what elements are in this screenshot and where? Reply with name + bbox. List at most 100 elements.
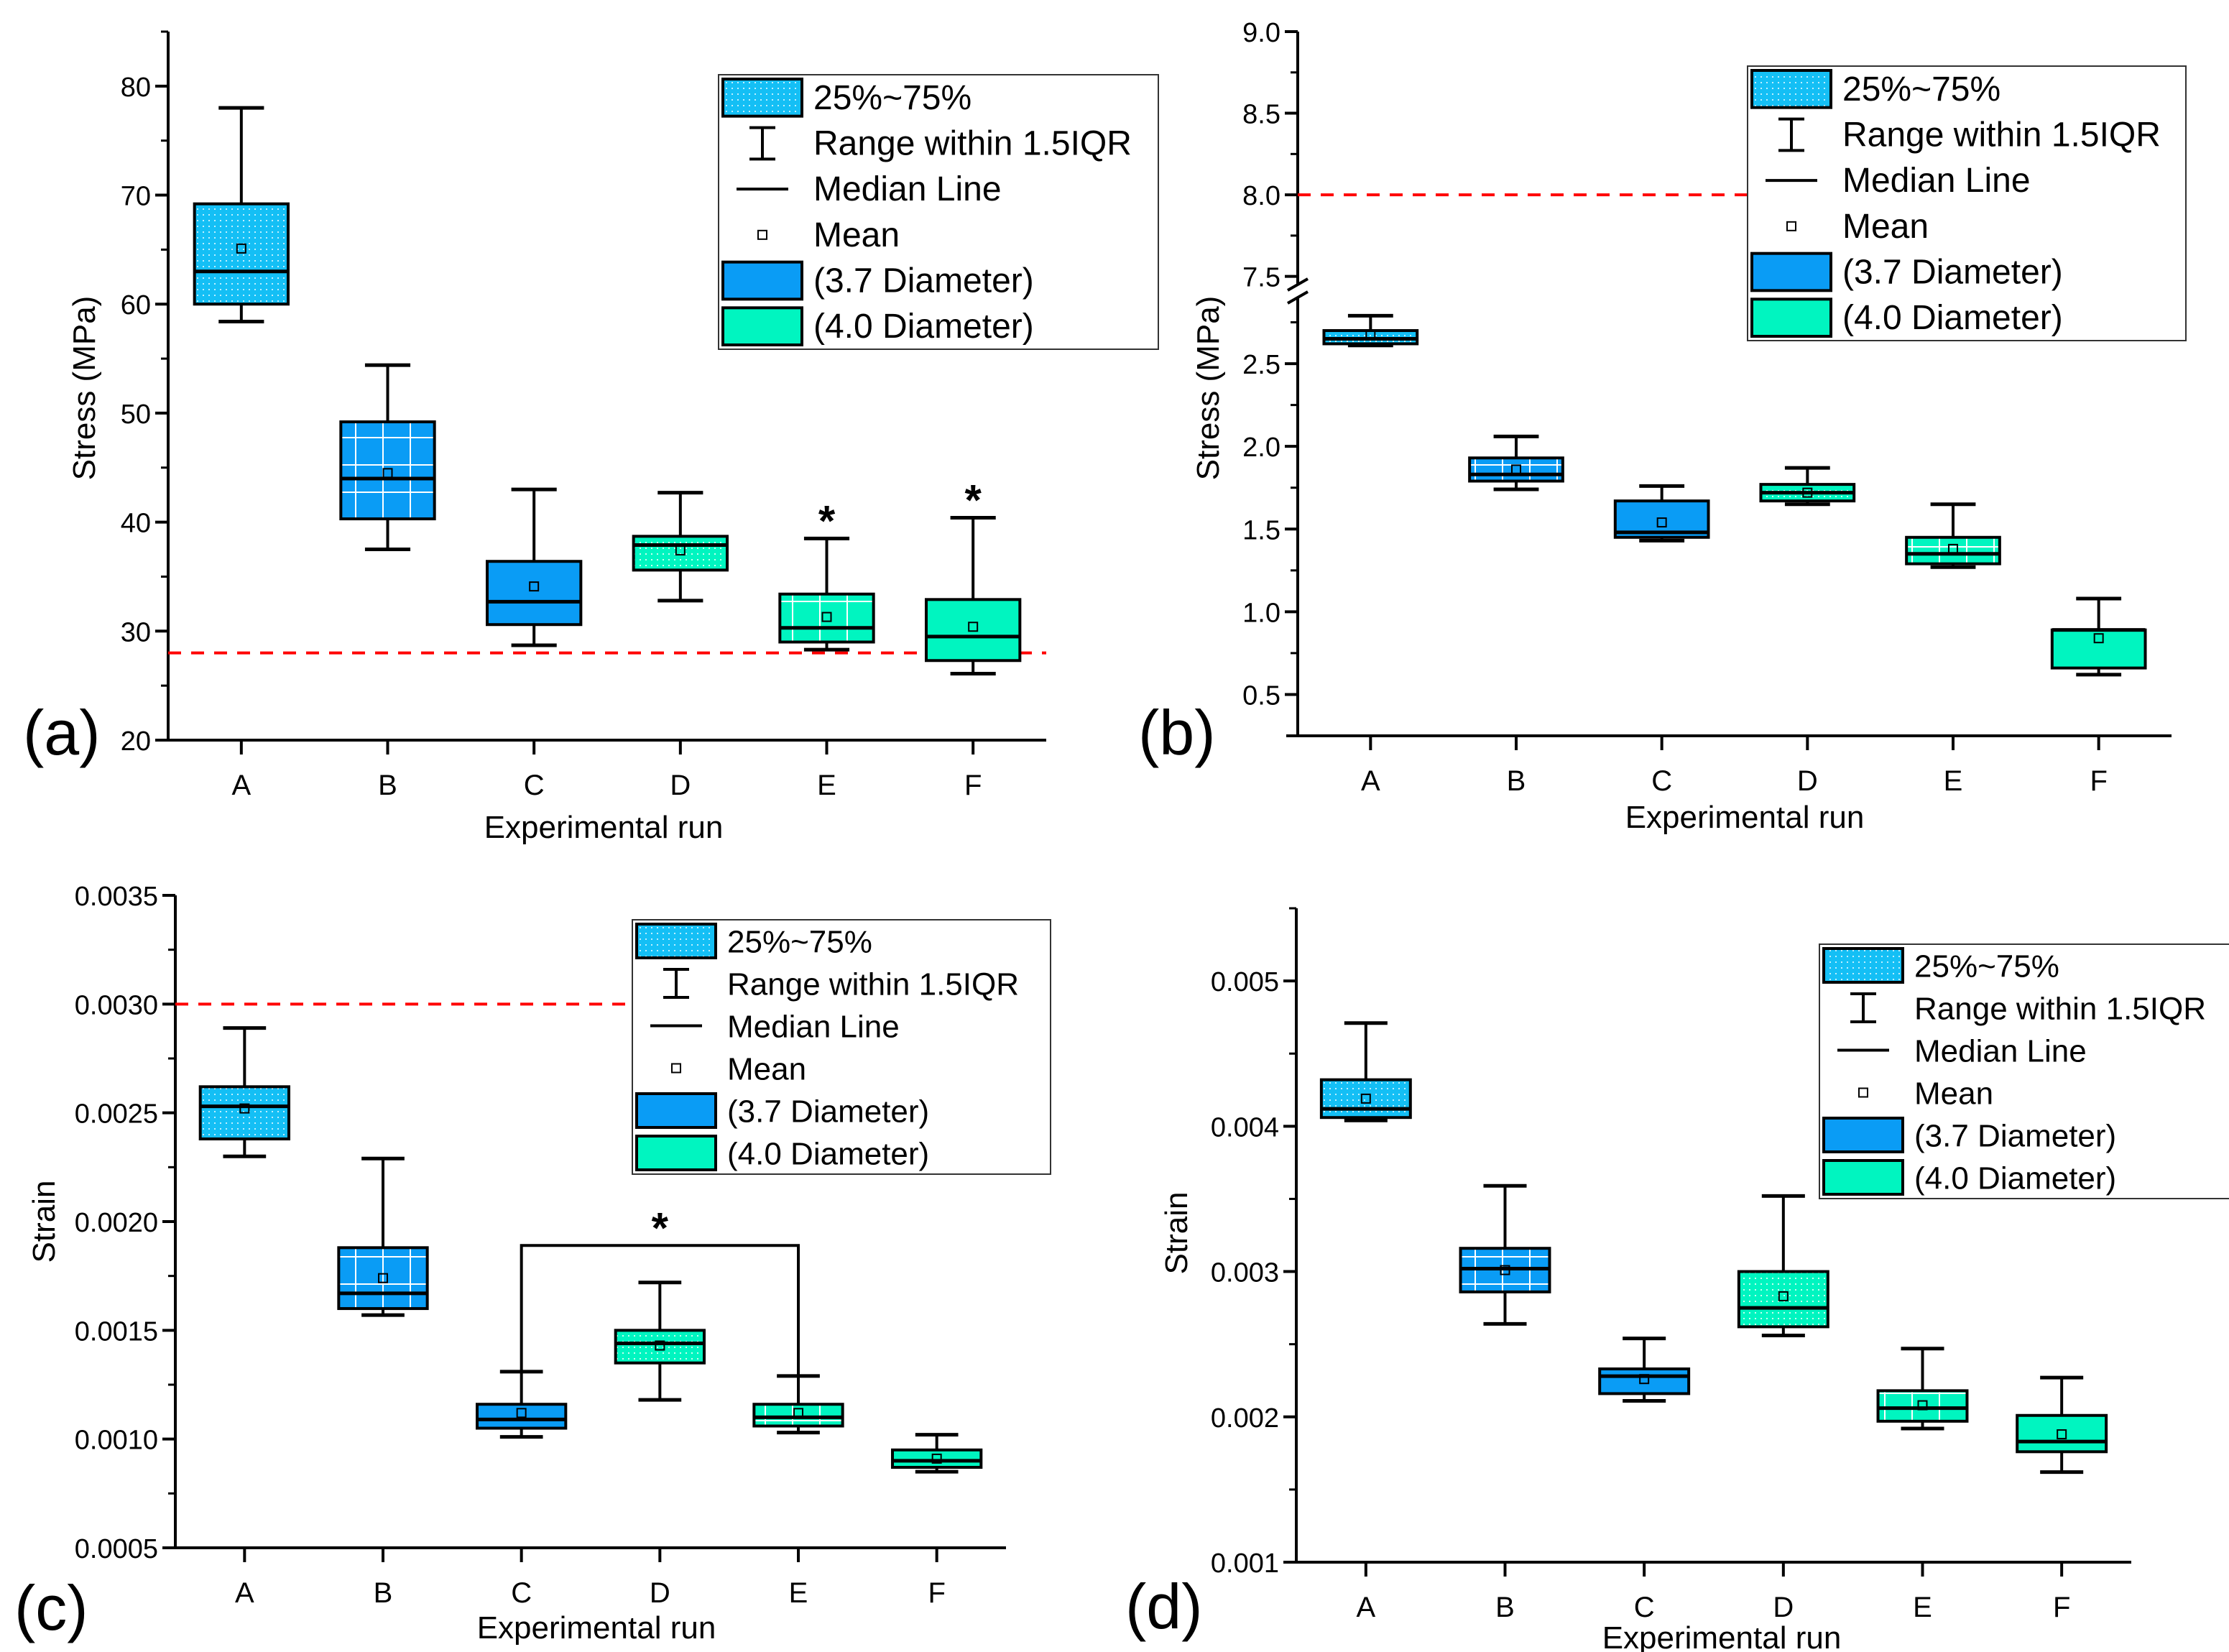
legend-swatch-4-0 <box>1822 1159 1904 1196</box>
mean-marker <box>1365 330 1376 341</box>
y-tick-label: 0.0030 <box>75 990 158 1020</box>
x-tick-label: D <box>1797 765 1818 797</box>
y-tick-label: 50 <box>121 400 151 430</box>
legend-swatch-3-7 <box>1822 1117 1904 1153</box>
iqr-box <box>485 560 583 627</box>
box-D: D <box>1759 466 1856 797</box>
y-tick-label: 0.0020 <box>75 1208 158 1238</box>
legend-whisker-icon <box>1778 117 1804 152</box>
y-tick-label: 30 <box>121 617 151 647</box>
legend-swatch-iqr <box>635 923 717 959</box>
y-tick-label: 60 <box>121 290 151 320</box>
mean-marker <box>821 612 832 622</box>
legend-label: (4.0 Diameter) <box>813 308 1034 346</box>
legend-frame <box>632 919 1051 1175</box>
significance-star: * <box>964 476 982 525</box>
legend: 25%~75% Range within 1.5IQR Median Line Mea… <box>1747 65 2187 341</box>
legend-whisker-icon <box>1850 992 1876 1023</box>
legend-frame <box>1819 943 2229 1199</box>
iqr-box <box>891 1448 983 1469</box>
legend: 25%~75% Range within 1.5IQR Median Line Mea… <box>1819 943 2229 1199</box>
y-tick-label: 1.0 <box>1242 598 1280 628</box>
mean-marker <box>655 1340 665 1351</box>
legend-label: Mean <box>727 1052 806 1087</box>
y-axis-title: Strain <box>1159 1192 1194 1275</box>
significance-bracket <box>520 1244 800 1376</box>
mean-marker <box>1778 1291 1789 1301</box>
y-tick-label: 2.5 <box>1242 350 1280 380</box>
legend-label: (4.0 Diameter) <box>1842 299 2063 337</box>
box-F: F <box>2050 596 2147 797</box>
panel-label: (c) <box>14 1572 88 1643</box>
x-tick-label: E <box>1913 1592 1932 1623</box>
y-tick-label: 0.0015 <box>75 1316 158 1347</box>
x-tick-label: A <box>1356 1592 1375 1623</box>
legend-swatch-4-0 <box>1750 297 1832 338</box>
legend-swatch-4-0 <box>635 1135 717 1171</box>
y-tick-label: 0.0010 <box>75 1426 158 1456</box>
iqr-box <box>476 1403 568 1430</box>
mean-marker <box>1500 1265 1510 1275</box>
y-tick-label: 0.0025 <box>75 1099 158 1130</box>
x-tick-label: D <box>670 770 691 801</box>
mean-marker <box>382 468 393 479</box>
x-tick-label: C <box>511 1577 532 1609</box>
box-E: E <box>1876 1347 1969 1623</box>
y-tick-label: 0.0005 <box>75 1534 158 1564</box>
x-tick-label: B <box>1495 1592 1515 1623</box>
box-F: F <box>891 1433 983 1609</box>
mean-marker <box>378 1273 388 1283</box>
x-tick-label: F <box>2090 765 2107 797</box>
legend-label: Mean <box>813 216 900 254</box>
y-tick-label: 0.003 <box>1211 1258 1279 1288</box>
legend-frame <box>718 74 1159 350</box>
y-tick-label: 20 <box>121 726 151 757</box>
y-tick-label: 0.001 <box>1211 1549 1279 1579</box>
iqr-box <box>778 592 875 644</box>
legend-label: (3.7 Diameter) <box>1914 1119 2116 1154</box>
legend-mean-icon <box>757 229 767 240</box>
mean-marker <box>236 243 246 254</box>
mean-marker <box>931 1453 942 1464</box>
mean-marker <box>516 1408 527 1418</box>
legend: 25%~75% Range within 1.5IQR Median Line Mea… <box>718 74 1159 350</box>
box-F: F <box>2016 1375 2108 1623</box>
iqr-box <box>614 1329 706 1365</box>
panel-b: 0.5 1.0 1.5 2.0 2.5 7.5 8.0 8.5 9.0 A B C D E F Experim… <box>1138 18 2187 835</box>
mean-marker <box>239 1103 250 1114</box>
legend-label: Range within 1.5IQR <box>727 967 1019 1002</box>
y-tick-label: 0.005 <box>1211 967 1279 997</box>
box-A: A <box>198 1026 290 1609</box>
mean-marker <box>1360 1093 1371 1104</box>
box-D: D <box>614 1280 706 1609</box>
box-A: A <box>1319 1021 1412 1623</box>
iqr-box <box>339 420 436 521</box>
box-A: A <box>193 106 290 801</box>
mean-marker <box>1656 517 1667 528</box>
legend-swatch-iqr <box>721 78 803 118</box>
legend-label: Mean <box>1842 208 1929 246</box>
legend-label: Range within 1.5IQR <box>813 125 1132 163</box>
box-D: D <box>632 491 729 801</box>
panel-c: 0.0005 0.0010 0.0015 0.0020 0.0025 0.0030 0.00… <box>14 882 1051 1646</box>
x-tick-label: F <box>2053 1592 2070 1623</box>
y-tick-label: 7.5 <box>1242 263 1280 293</box>
mean-marker <box>1639 1374 1650 1385</box>
significance-star: * <box>652 1204 669 1252</box>
box-E: E <box>1905 502 2001 797</box>
legend-label: Median Line <box>1914 1034 2087 1069</box>
box-B: B <box>1468 434 1564 797</box>
y-tick-label: 8.0 <box>1242 181 1280 211</box>
mean-marker <box>1511 464 1521 475</box>
box-C: C <box>1613 484 1710 797</box>
y-tick-label: 2.0 <box>1242 433 1280 463</box>
legend-label: (3.7 Diameter) <box>813 262 1034 300</box>
legend-label: Range within 1.5IQR <box>1842 116 2161 154</box>
iqr-box <box>2016 1413 2108 1454</box>
legend-label: 25%~75% <box>1842 70 2000 109</box>
legend-whisker-icon <box>663 968 689 999</box>
legend-swatch-3-7 <box>1750 252 1832 292</box>
panel-label: (a) <box>23 697 101 768</box>
legend-mean-icon <box>1786 221 1796 231</box>
x-tick-label: E <box>817 770 836 801</box>
